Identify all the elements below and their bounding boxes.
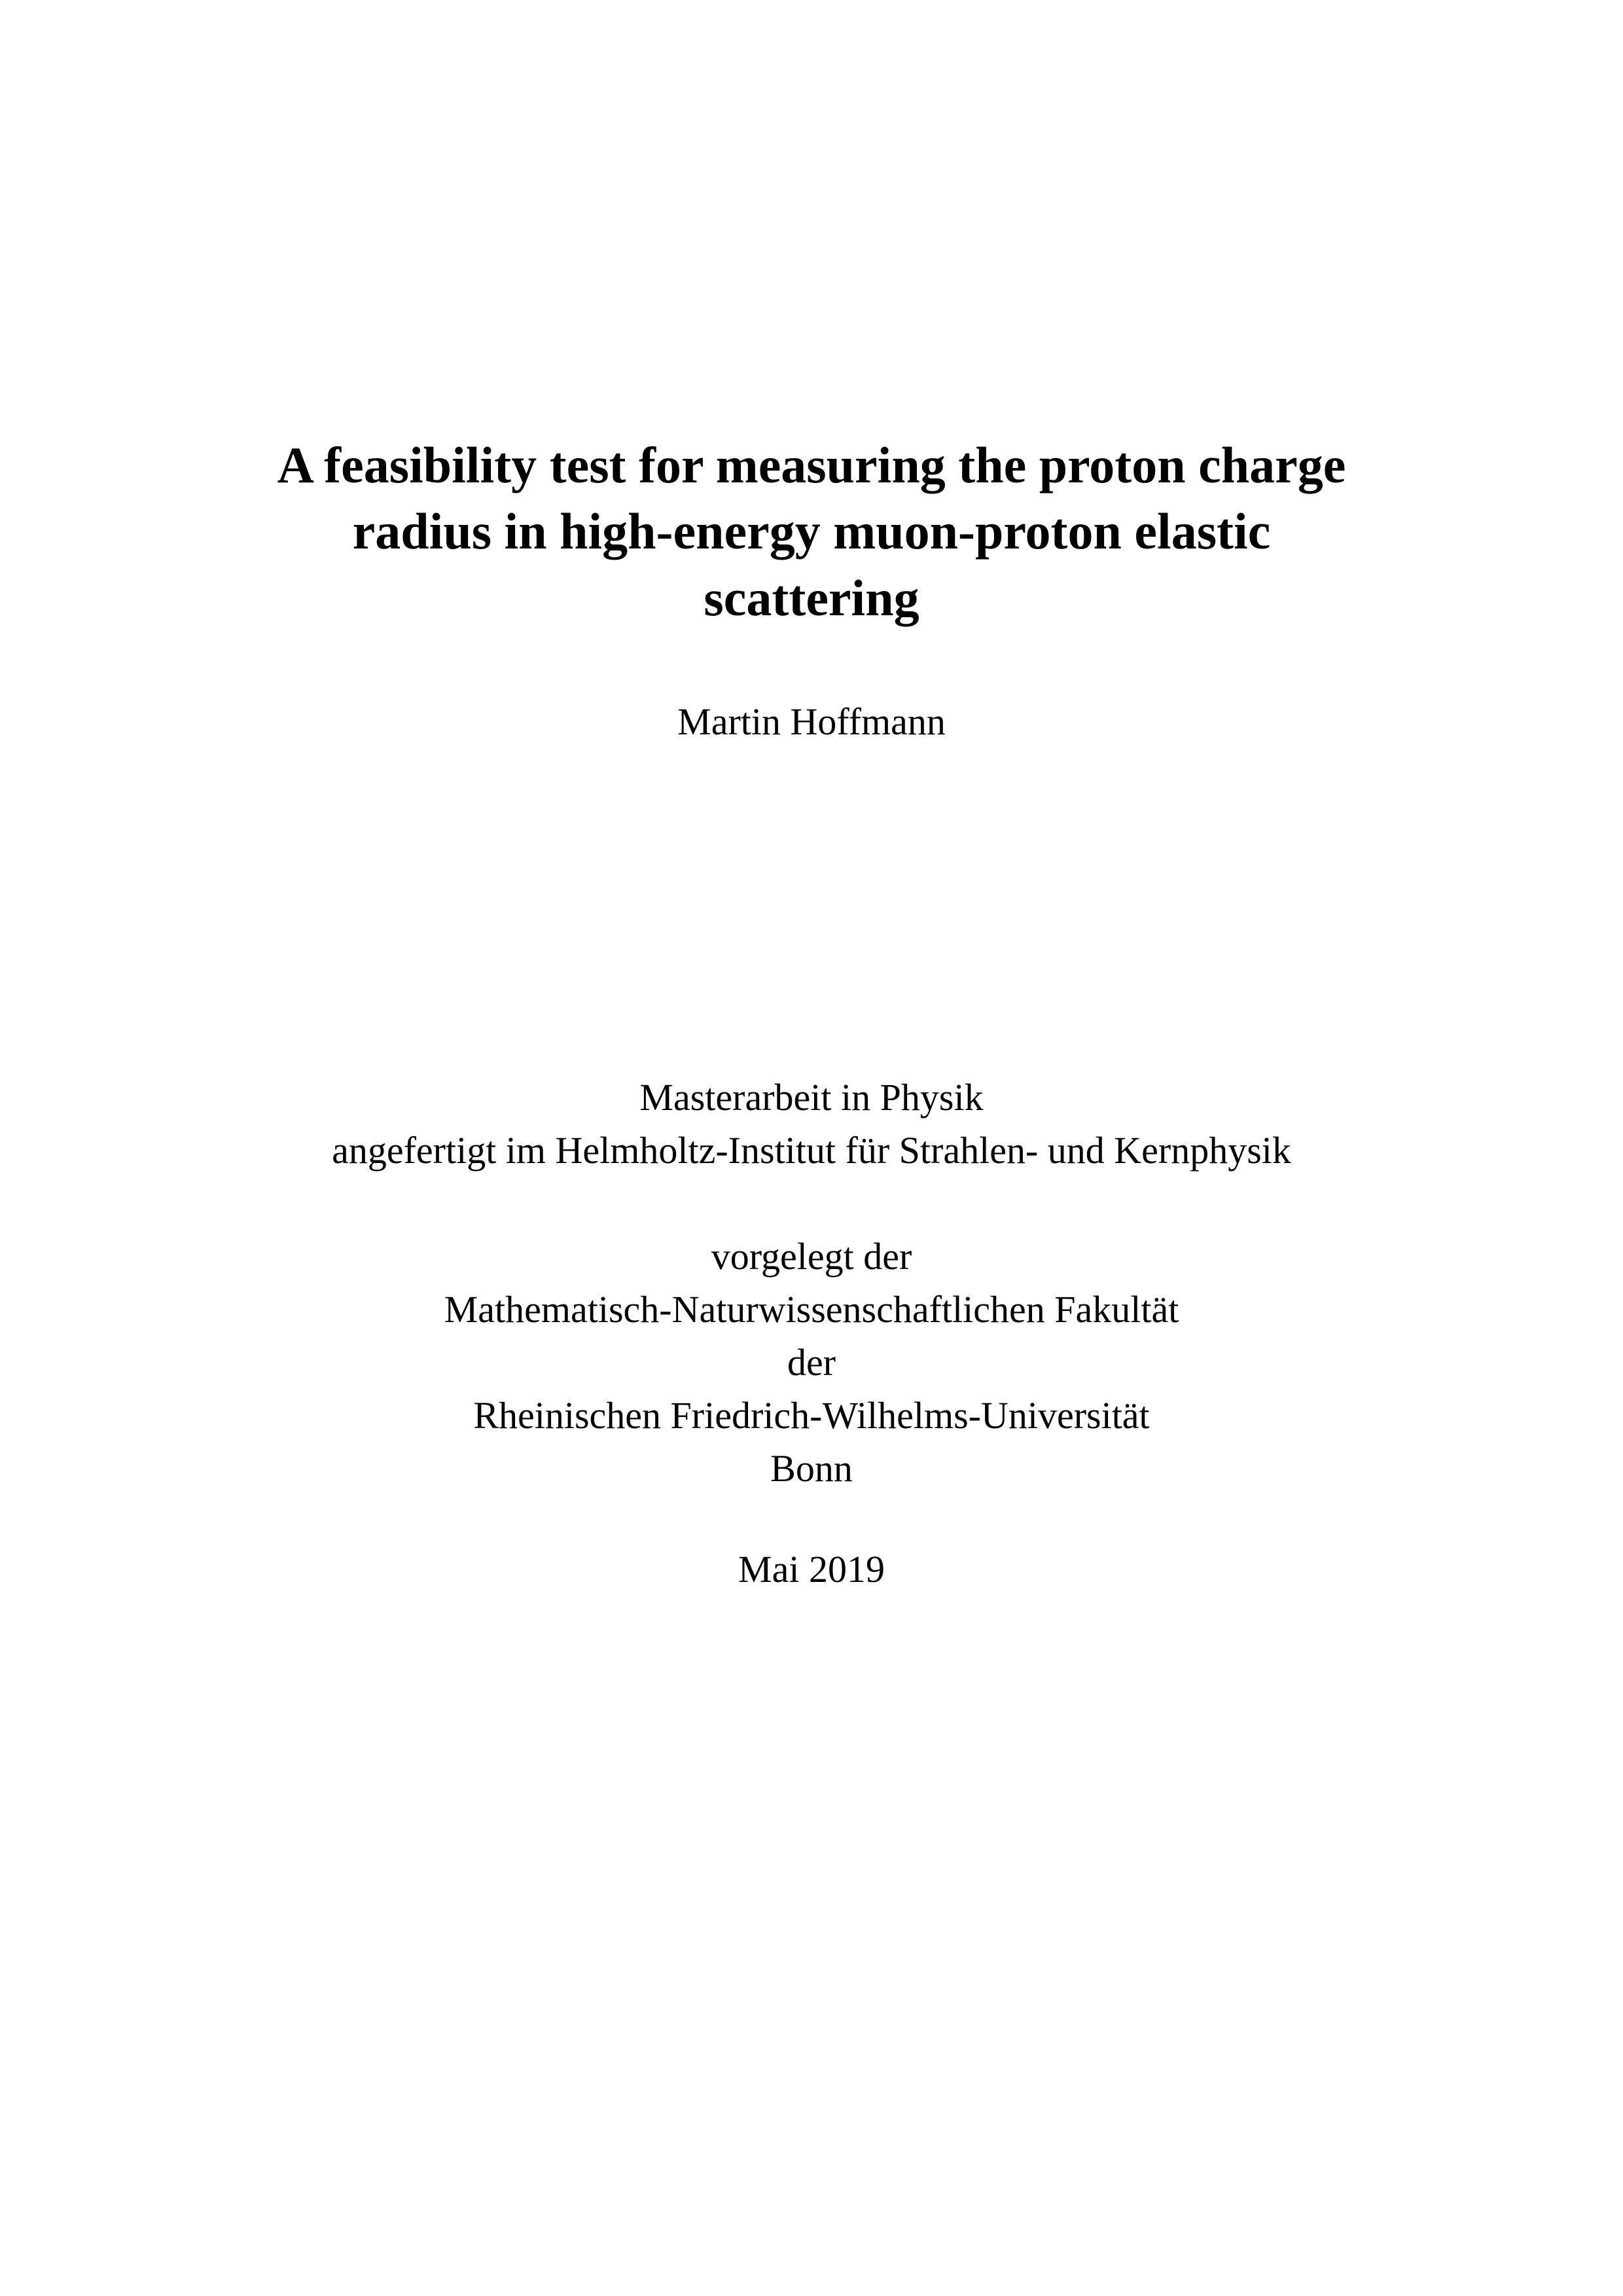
thesis-info: Masterarbeit in Physik angefertigt im He… [183,1071,1440,1177]
submitted-to-block: vorgelegt der Mathematisch-Naturwissensc… [183,1230,1440,1496]
author-name: Martin Hoffmann [183,700,1440,744]
submitted-line-2: Mathematisch-Naturwissenschaftlichen Fak… [183,1283,1440,1336]
submitted-line-1: vorgelegt der [183,1230,1440,1283]
submitted-line-3: der [183,1336,1440,1389]
title-line-1: A feasibility test for measuring the pro… [183,432,1440,498]
title-line-2: radius in high-energy muon-proton elasti… [183,498,1440,564]
submitted-line-5: Bonn [183,1442,1440,1495]
submitted-line-4: Rheinischen Friedrich-Wilhelms-Universit… [183,1389,1440,1442]
title-block: A feasibility test for measuring the pro… [183,432,1440,631]
thesis-title: A feasibility test for measuring the pro… [183,432,1440,631]
title-page: A feasibility test for measuring the pro… [0,0,1623,2296]
thesis-institute: angefertigt im Helmholtz-Institut für St… [183,1124,1440,1177]
title-line-3: scattering [183,565,1440,631]
thesis-date: Mai 2019 [183,1547,1440,1591]
thesis-type: Masterarbeit in Physik [183,1071,1440,1124]
